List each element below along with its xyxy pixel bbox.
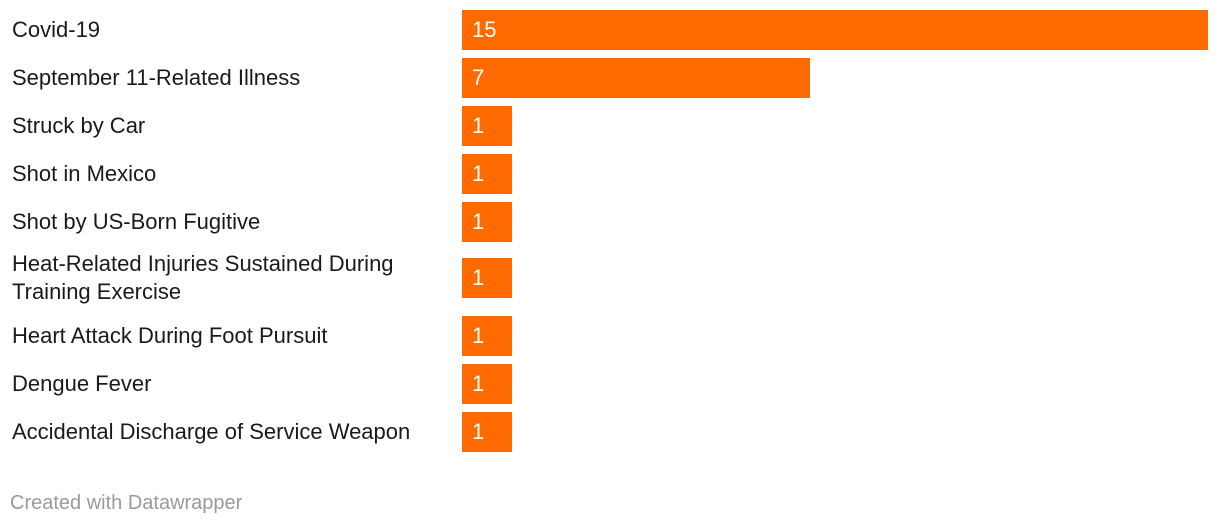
data-label: 1	[472, 371, 485, 396]
data-label: 1	[472, 419, 485, 444]
bar	[462, 316, 512, 356]
category-label: Shot in Mexico	[12, 161, 157, 186]
category-label: Struck by Car	[12, 113, 146, 138]
data-label: 1	[472, 113, 485, 138]
data-label: 1	[472, 323, 485, 348]
bar	[462, 58, 810, 98]
category-label: Covid-19	[12, 17, 101, 42]
bar	[462, 154, 512, 194]
bar	[462, 364, 512, 404]
bar	[462, 10, 1208, 50]
category-label: Heat-Related Injuries Sustained During T…	[12, 251, 394, 304]
category-label: September 11-Related Illness	[12, 65, 301, 90]
category-label: Heart Attack During Foot Pursuit	[12, 323, 328, 348]
data-label: 1	[472, 161, 485, 186]
bar	[462, 202, 512, 242]
bar	[462, 412, 512, 452]
data-label: 15	[472, 17, 497, 42]
category-label: Accidental Discharge of Service Weapon	[12, 419, 411, 444]
category-label: Shot by US-Born Fugitive	[12, 209, 261, 234]
bar	[462, 258, 512, 298]
category-label: Dengue Fever	[12, 371, 152, 396]
data-label: 1	[472, 265, 485, 290]
data-label: 1	[472, 209, 485, 234]
credit-text[interactable]: Created with Datawrapper	[10, 492, 243, 514]
bar	[462, 106, 512, 146]
data-label: 7	[472, 65, 485, 90]
